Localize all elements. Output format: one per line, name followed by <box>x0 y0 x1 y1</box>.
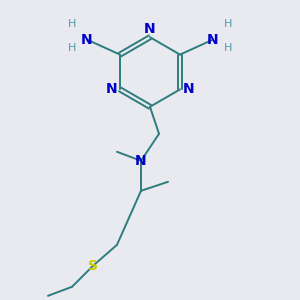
Text: N: N <box>207 33 219 46</box>
Text: H: H <box>68 43 76 53</box>
Text: N: N <box>144 22 156 36</box>
Text: H: H <box>224 19 232 29</box>
Text: H: H <box>68 19 76 29</box>
Text: N: N <box>106 82 118 96</box>
Text: N: N <box>81 33 93 46</box>
Text: N: N <box>182 82 194 96</box>
Text: N: N <box>135 154 147 168</box>
Text: S: S <box>88 259 98 273</box>
Text: H: H <box>224 43 232 53</box>
